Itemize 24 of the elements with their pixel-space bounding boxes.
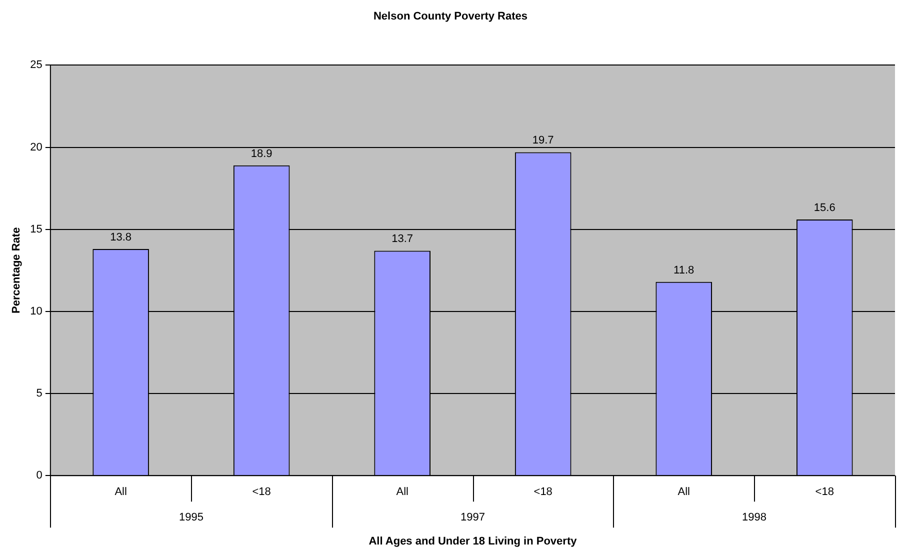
data-label: 18.9 [250,148,272,160]
x-axis-title: All Ages and Under 18 Living in Poverty [368,535,578,548]
y-axis-title: Percentage Rate [10,227,23,314]
text: 1998 [742,512,766,524]
data-label: 15.6 [814,202,836,214]
chart-title: Nelson County Poverty Rates [373,10,528,23]
x-tick-label: <18 [534,486,552,498]
y-tick-label: 25 [30,59,42,72]
x-tick-label: <18 [252,486,271,498]
data-label: 11.8 [674,264,694,276]
x-tick-label: All [678,486,690,498]
data-label: 13.8 [110,232,132,244]
y-tick-label: 15 [30,223,42,236]
y-tick-label: 10 [30,305,42,318]
y-tick-label: 20 [30,141,42,154]
text: 1997 [460,512,485,524]
text: 1995 [178,512,204,524]
x-tick-label: All [396,486,408,498]
y-tick-label: 0 [36,470,42,482]
data-label: 19.7 [532,134,554,147]
x-tick-label: All [114,486,127,498]
x-tick-label: <18 [815,486,834,498]
y-tick-label: 5 [36,388,42,400]
data-label: 13.7 [392,233,414,246]
